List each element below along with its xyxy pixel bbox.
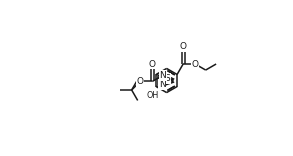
Text: O: O	[149, 60, 156, 68]
Text: O: O	[180, 42, 187, 51]
Text: O: O	[137, 77, 144, 86]
Text: N: N	[159, 71, 166, 80]
Text: O: O	[192, 60, 199, 68]
Text: S: S	[165, 74, 171, 83]
Text: N: N	[159, 80, 166, 89]
Text: OH: OH	[147, 90, 159, 100]
